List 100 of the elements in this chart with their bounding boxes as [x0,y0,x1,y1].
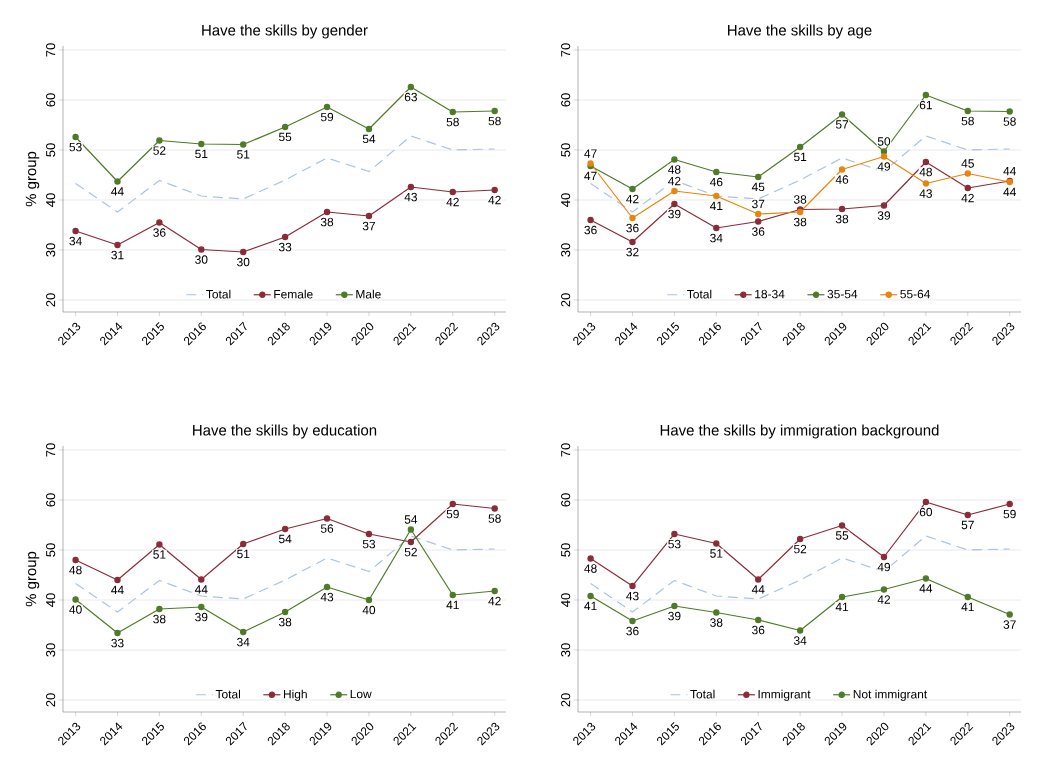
data-label: 31 [111,250,124,260]
y-axis-title: % group [25,551,40,607]
data-label: 38 [793,195,807,204]
chart-title: Have the skills by education [193,424,377,439]
y-tick-label: 40 [561,593,571,607]
data-label: 34 [237,637,250,647]
data-label: 51 [153,550,166,559]
data-label: 36 [752,625,765,635]
y-tick-label: 20 [46,693,56,707]
data-label: 41 [961,602,974,612]
data-label: 37 [362,221,375,231]
data-label: 38 [793,217,807,227]
y-tick-label: 70 [46,443,56,457]
data-label: 44 [111,187,124,196]
chart-title: Have the skills by age [728,24,872,39]
chart-title: Have the skills by gender [202,24,368,39]
y-tick-label: 30 [561,643,571,657]
legend-label: Low [350,689,372,699]
y-tick-label: 30 [46,243,56,257]
y-tick-label: 40 [46,593,56,607]
data-label: 39 [877,211,891,220]
data-label: 46 [835,175,849,184]
data-label: 57 [961,520,974,530]
y-tick-label: 20 [46,293,56,307]
legend-label: Not immigrant [853,689,928,701]
data-label: 33 [111,638,124,648]
y-axis-title: % group [25,151,40,207]
data-label: 58 [446,117,459,127]
chart-title: Have the skills by immigration background [660,424,939,439]
data-label: 42 [877,595,891,604]
data-label: 36 [584,225,597,235]
y-tick-label: 50 [46,143,56,157]
data-label: 39 [195,612,208,622]
data-label: 51 [710,549,723,558]
data-label: 54 [278,534,292,544]
y-tick-label: 70 [561,443,571,457]
data-label: 52 [404,547,417,557]
data-label: 30 [237,257,250,267]
legend-label: High [283,689,307,701]
data-label: 58 [488,116,501,126]
data-label: 60 [919,507,933,517]
y-tick-label: 60 [561,493,571,507]
data-label: 38 [835,214,849,224]
data-label: 58 [488,514,501,523]
data-label: 42 [961,193,974,203]
y-tick-label: 70 [561,43,571,57]
data-label: 48 [919,167,932,177]
data-label: 47 [584,171,597,181]
y-tick-label: 30 [46,643,56,657]
y-tick-label: 30 [561,243,571,257]
data-label: 37 [1003,620,1016,629]
y-tick-label: 70 [46,43,56,57]
y-tick-label: 60 [561,93,571,107]
data-label: 50 [877,137,891,146]
y-tick-label: 40 [46,193,56,207]
legend-label: Female [274,289,313,299]
data-label: 46 [709,177,723,187]
data-label: 36 [752,227,765,236]
legend-label: Immigrant [758,689,811,701]
data-label: 56 [320,524,334,533]
data-label: 53 [668,539,681,549]
data-label: 36 [626,626,639,636]
data-label: 43 [919,189,932,198]
legend-label: Male [356,289,381,299]
data-label: 41 [709,201,723,211]
data-label: 45 [751,182,765,192]
legend-label: 55-64 [900,289,931,299]
data-label: 43 [320,592,334,602]
data-label: 58 [961,116,974,126]
data-label: 59 [446,509,459,519]
data-label: 48 [69,565,82,575]
data-label: 55 [835,531,849,540]
data-label: 51 [237,549,250,559]
y-tick-label: 50 [561,543,571,557]
data-label: 44 [919,584,933,593]
legend-label: 35-54 [827,289,858,299]
legend-label: 18-34 [755,289,785,299]
data-label: 32 [626,247,639,257]
data-label: 34 [793,636,807,645]
data-label: 41 [584,601,597,611]
data-label: 63 [404,92,417,102]
data-label: 42 [488,195,501,205]
data-label: 53 [69,142,82,152]
data-label: 41 [446,600,459,610]
data-label: 38 [710,618,723,627]
y-tick-label: 60 [46,493,56,507]
data-label: 58 [1003,117,1016,126]
data-label: 30 [195,255,208,264]
y-tick-label: 50 [561,143,571,157]
data-label: 49 [877,162,891,171]
data-label: 42 [626,194,639,204]
data-label: 51 [793,152,807,162]
data-label: 33 [278,242,292,252]
data-label: 43 [626,591,639,601]
data-label: 34 [710,233,723,243]
data-label: 41 [835,602,849,612]
data-label: 48 [668,165,681,174]
data-label: 43 [404,192,417,202]
data-label: 54 [404,515,418,524]
data-label: 52 [793,544,807,554]
